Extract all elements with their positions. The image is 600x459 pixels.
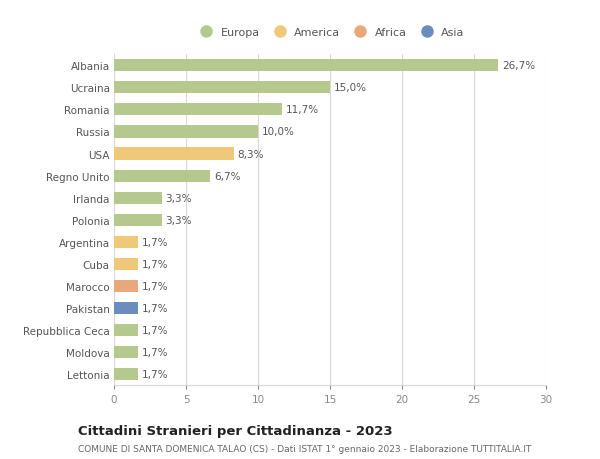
Text: COMUNE DI SANTA DOMENICA TALAO (CS) - Dati ISTAT 1° gennaio 2023 - Elaborazione : COMUNE DI SANTA DOMENICA TALAO (CS) - Da… <box>78 444 532 453</box>
Bar <box>114 214 161 226</box>
Text: 8,3%: 8,3% <box>237 149 263 159</box>
Bar <box>114 170 211 182</box>
Bar <box>114 280 139 292</box>
Text: 6,7%: 6,7% <box>214 171 241 181</box>
Legend: Europa, America, Africa, Asia: Europa, America, Africa, Asia <box>195 28 465 38</box>
Text: 15,0%: 15,0% <box>334 83 367 93</box>
Bar <box>114 302 139 314</box>
Text: 26,7%: 26,7% <box>502 61 535 71</box>
Text: 1,7%: 1,7% <box>142 325 169 336</box>
Bar <box>114 148 233 160</box>
Bar <box>114 126 258 138</box>
Bar <box>114 82 330 94</box>
Bar <box>114 369 139 381</box>
Text: 3,3%: 3,3% <box>165 193 191 203</box>
Text: 1,7%: 1,7% <box>142 347 169 358</box>
Bar <box>114 236 139 248</box>
Text: 3,3%: 3,3% <box>165 215 191 225</box>
Bar <box>114 192 161 204</box>
Bar <box>114 60 499 72</box>
Text: 10,0%: 10,0% <box>262 127 295 137</box>
Text: 1,7%: 1,7% <box>142 281 169 291</box>
Text: 1,7%: 1,7% <box>142 259 169 269</box>
Bar <box>114 325 139 336</box>
Text: Cittadini Stranieri per Cittadinanza - 2023: Cittadini Stranieri per Cittadinanza - 2… <box>78 425 392 437</box>
Text: 11,7%: 11,7% <box>286 105 319 115</box>
Bar <box>114 258 139 270</box>
Bar <box>114 104 283 116</box>
Text: 1,7%: 1,7% <box>142 237 169 247</box>
Text: 1,7%: 1,7% <box>142 303 169 313</box>
Bar <box>114 347 139 358</box>
Text: 1,7%: 1,7% <box>142 369 169 380</box>
